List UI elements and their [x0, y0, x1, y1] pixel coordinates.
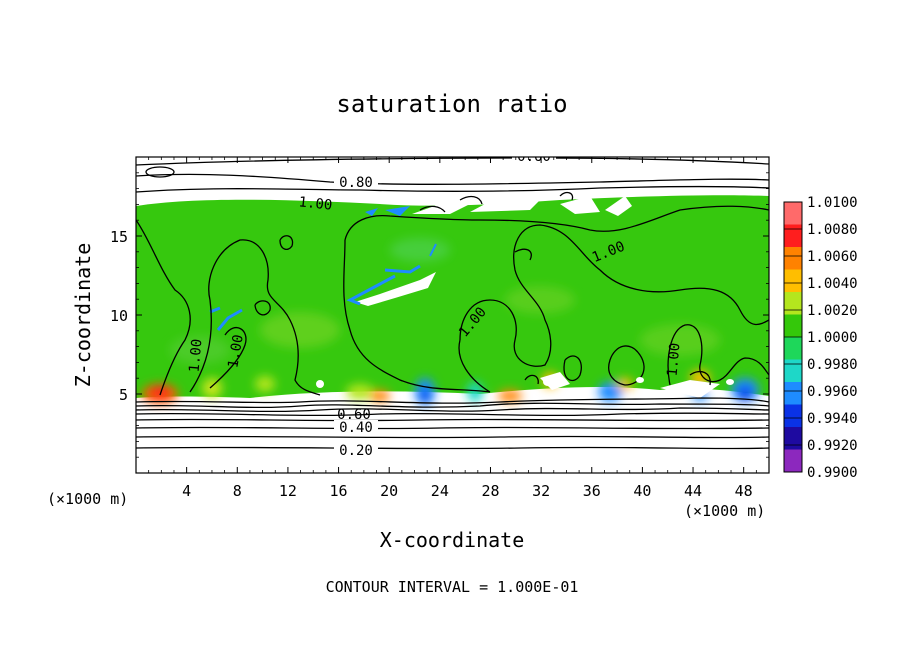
x-tick-label: 20 — [380, 482, 398, 500]
x-tick-label: 4 — [182, 482, 191, 500]
colorbar-segment — [784, 359, 802, 383]
contours-cloud — [136, 191, 769, 396]
y-tick-label: 15 — [110, 228, 128, 246]
colorbar-segment — [784, 224, 802, 248]
colorbar-segment — [784, 382, 802, 405]
x-unit-left: (×1000 m) — [47, 490, 128, 508]
colorbar-segment — [784, 427, 802, 450]
colorbar-label: 1.0020 — [807, 303, 858, 319]
x-tick-label: 36 — [583, 482, 601, 500]
y-tick-label: 10 — [110, 307, 128, 325]
contours-lower — [136, 397, 769, 450]
x-tick-label: 48 — [735, 482, 753, 500]
colorbar-segment — [784, 314, 802, 338]
colorbar-label: 1.0080 — [807, 222, 858, 238]
colorbar-label: 0.9980 — [807, 357, 858, 373]
contour-label: 0.80 — [339, 175, 373, 191]
contour-label: 1.00 — [665, 342, 684, 377]
contour-interval-note: CONTOUR INTERVAL = 1.000E-01 — [326, 578, 579, 596]
colorbar: 1.0100 1.0080 1.0060 1.0040 1.0020 1.0000 0.99… — [783, 195, 858, 481]
y-tick-label: 5 — [119, 386, 128, 404]
x-tick-label: 44 — [684, 482, 702, 500]
contour-label: 1.00 — [187, 338, 206, 373]
plot-area: 0.60 0.80 1.00 1.00 1.00 1.00 1.00 1.00 … — [136, 149, 769, 473]
x-axis-ticks: 4 8 12 16 20 24 28 32 36 40 44 48 — [148, 157, 757, 500]
colorbar-segment — [784, 449, 802, 473]
colorbar-label: 0.9940 — [807, 411, 858, 427]
contour-label: 0.20 — [339, 443, 373, 459]
colorbar-label: 1.0100 — [807, 195, 858, 211]
colorbar-label: 0.9920 — [807, 438, 858, 454]
colorbar-label: 1.0060 — [807, 249, 858, 265]
contours-upper — [136, 157, 769, 193]
x-tick-label: 16 — [330, 482, 348, 500]
x-tick-label: 28 — [481, 482, 499, 500]
contour-label: 1.00 — [225, 333, 247, 369]
colorbar-segment — [784, 247, 802, 270]
colorbar-segment — [784, 404, 802, 428]
contour-label: 0.60 — [517, 149, 551, 165]
contour-label: 1.00 — [298, 194, 333, 213]
x-tick-label: 12 — [279, 482, 297, 500]
colorbar-label: 0.9900 — [807, 465, 858, 481]
colorbar-label: 0.9960 — [807, 384, 858, 400]
colorbar-label: 1.0000 — [807, 330, 858, 346]
x-tick-label: 40 — [633, 482, 651, 500]
y-axis-label: Z-coordinate — [71, 243, 95, 388]
colorbar-segment — [784, 337, 802, 360]
field-cloud-base — [142, 370, 759, 406]
colorbar-label: 1.0040 — [807, 276, 858, 292]
contour-label: 0.60 — [337, 407, 371, 423]
x-unit-right: (×1000 m) — [684, 502, 765, 520]
colorbar-segment — [784, 269, 802, 293]
field-base-spots — [316, 377, 734, 388]
x-tick-label: 24 — [431, 482, 449, 500]
contour-label: 0.40 — [339, 420, 373, 436]
x-tick-label: 8 — [233, 482, 242, 500]
y-axis-ticks: 5 10 15 — [110, 172, 769, 458]
chart-title: saturation ratio — [336, 90, 567, 118]
colorbar-segment — [784, 292, 802, 315]
colorbar-segment — [784, 202, 802, 225]
x-axis-label: X-coordinate — [380, 528, 525, 552]
field-patches — [170, 238, 720, 364]
x-tick-label: 32 — [532, 482, 550, 500]
